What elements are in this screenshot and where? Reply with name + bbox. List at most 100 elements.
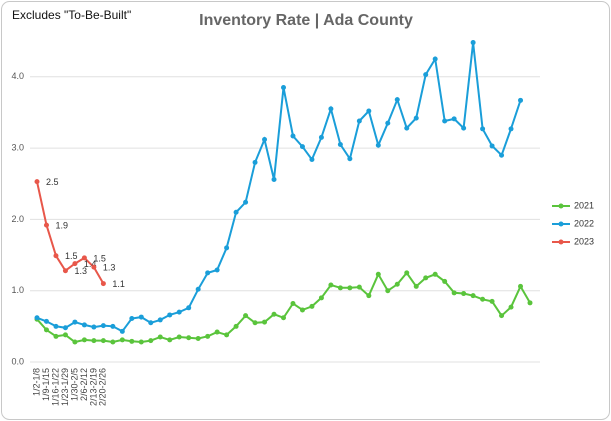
point xyxy=(290,133,296,139)
point xyxy=(299,307,305,313)
point xyxy=(489,298,495,304)
point xyxy=(499,152,505,158)
y-tick-label: 1.0 xyxy=(11,285,24,295)
point xyxy=(385,120,391,126)
point xyxy=(138,314,144,320)
point xyxy=(62,268,68,274)
point xyxy=(394,97,400,103)
point xyxy=(366,293,372,299)
point xyxy=(148,320,154,326)
point xyxy=(499,313,505,319)
point xyxy=(262,137,268,143)
y-tick-label: 4.0 xyxy=(11,71,24,81)
point xyxy=(148,338,154,344)
point xyxy=(480,126,486,132)
point xyxy=(157,334,163,340)
point xyxy=(186,335,192,341)
point xyxy=(119,337,125,343)
y-tick-label: 0.0 xyxy=(11,356,24,366)
point xyxy=(413,283,419,289)
point xyxy=(53,323,59,329)
point xyxy=(356,284,362,290)
point xyxy=(205,333,211,339)
point xyxy=(461,291,467,297)
point xyxy=(252,320,258,326)
point xyxy=(224,245,230,251)
point xyxy=(318,134,324,140)
point xyxy=(72,319,78,325)
point xyxy=(43,318,49,324)
point xyxy=(91,338,97,344)
point xyxy=(281,315,286,321)
point xyxy=(129,316,135,322)
point xyxy=(34,315,40,321)
point xyxy=(318,295,324,301)
point xyxy=(214,267,220,273)
x-tick-label: 1/30-2/5 xyxy=(69,368,79,401)
point xyxy=(461,125,467,131)
point xyxy=(91,324,97,330)
point xyxy=(518,283,524,289)
point xyxy=(366,108,372,114)
data-label: 1.5 xyxy=(65,251,78,261)
annotation: Excludes "To-Be-Built" xyxy=(12,8,131,22)
point xyxy=(53,253,59,259)
point xyxy=(328,282,334,288)
point xyxy=(205,270,211,276)
point xyxy=(62,332,68,338)
data-label: 1.3 xyxy=(74,266,87,276)
point xyxy=(347,285,353,291)
point xyxy=(138,339,144,345)
chart-title: Inventory Rate | Ada County xyxy=(199,12,413,29)
point xyxy=(91,264,97,270)
point xyxy=(167,312,173,318)
point xyxy=(176,334,182,340)
point xyxy=(337,142,343,148)
point xyxy=(337,285,343,291)
point xyxy=(271,311,277,317)
point xyxy=(375,271,381,277)
point xyxy=(157,317,163,323)
point xyxy=(233,323,239,329)
point xyxy=(167,337,173,343)
x-tick-label: 1/9-1/15 xyxy=(41,368,51,401)
point xyxy=(290,301,296,307)
point xyxy=(34,179,40,185)
point xyxy=(100,323,106,329)
point xyxy=(43,222,49,228)
point xyxy=(375,142,381,148)
x-tick-label: 2/6-2/12 xyxy=(79,368,89,401)
point xyxy=(119,328,125,334)
point xyxy=(129,338,135,344)
x-tick-label: 2/13-2/19 xyxy=(88,368,98,406)
point xyxy=(281,84,286,90)
point xyxy=(518,97,524,103)
point xyxy=(356,118,362,124)
point xyxy=(214,329,220,335)
point xyxy=(328,106,334,112)
data-label: 2.5 xyxy=(46,177,59,187)
point xyxy=(508,126,514,132)
point xyxy=(110,323,116,329)
point xyxy=(385,288,391,294)
point xyxy=(110,339,116,345)
x-tick-label: 1/23-1/29 xyxy=(60,368,70,406)
point xyxy=(81,337,87,343)
data-label: 1.9 xyxy=(55,220,68,230)
point xyxy=(394,281,400,287)
point xyxy=(72,339,78,345)
point xyxy=(423,72,429,78)
y-tick-label: 2.0 xyxy=(11,214,24,224)
point xyxy=(423,275,429,281)
legend-label: 2023 xyxy=(574,236,594,246)
point xyxy=(470,293,476,299)
point xyxy=(442,278,448,284)
point xyxy=(470,40,476,46)
point xyxy=(262,319,268,325)
point xyxy=(43,327,49,333)
x-tick-label: 1/16-1/22 xyxy=(50,368,60,406)
legend-marker xyxy=(558,203,564,209)
point xyxy=(243,313,249,319)
